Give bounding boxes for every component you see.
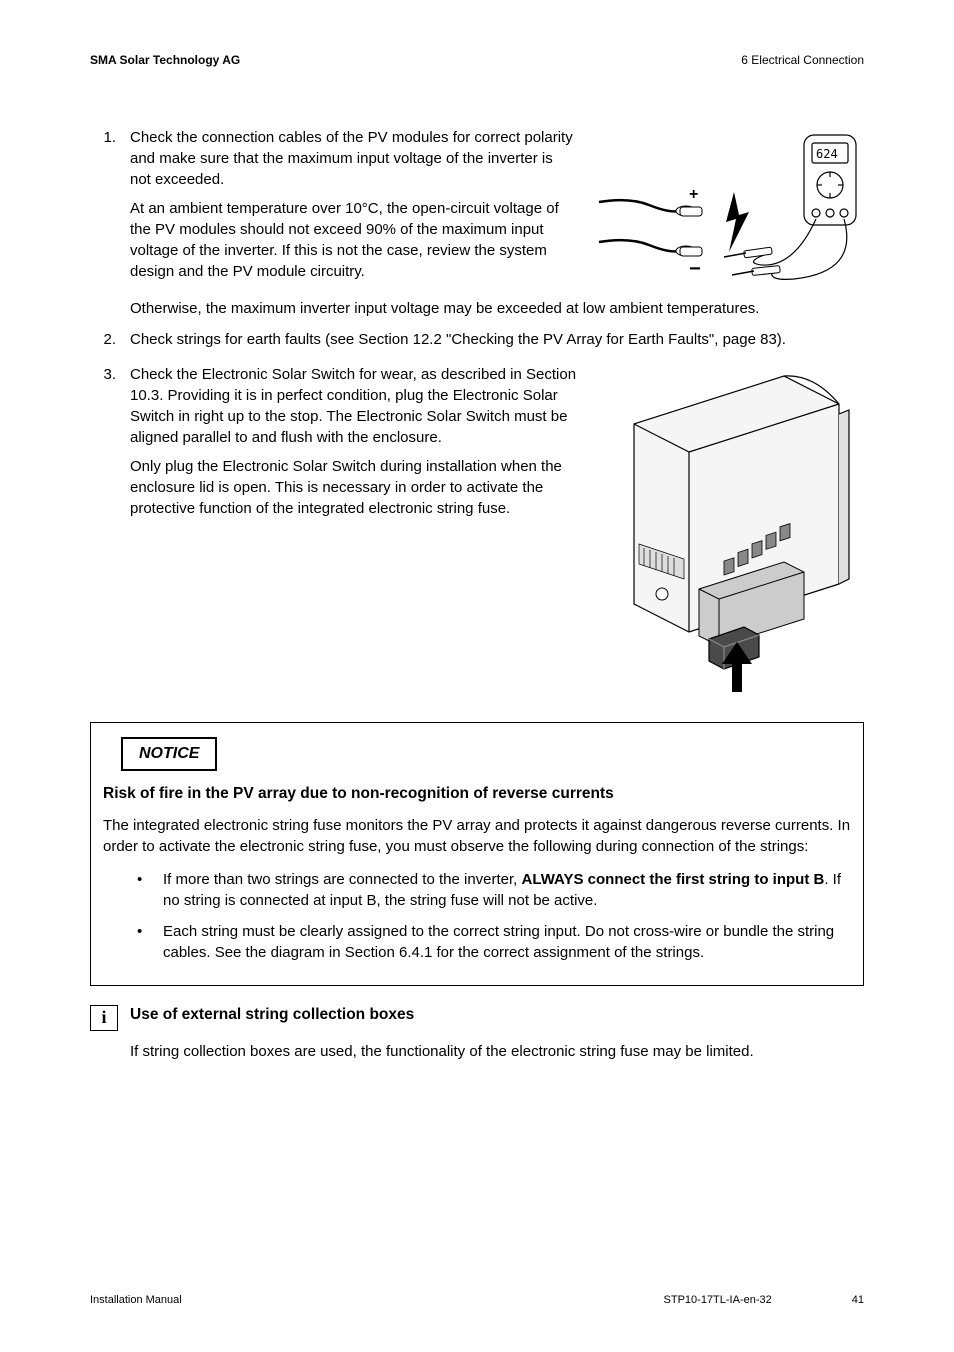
header-company: SMA Solar Technology AG <box>90 52 240 69</box>
step-3: 3. Check the Electronic Solar Switch for… <box>90 364 864 694</box>
info-title: Use of external string collection boxes <box>130 1004 414 1026</box>
footer-left: Installation Manual <box>90 1293 182 1308</box>
svg-text:−: − <box>689 258 701 280</box>
step-1-para-1: Check the connection cables of the PV mo… <box>130 127 576 190</box>
notice-title: Risk of fire in the PV array due to non-… <box>103 783 851 805</box>
notice-text: The integrated electronic string fuse mo… <box>103 815 851 857</box>
step-1: 1. Check the connection cables of the PV… <box>90 127 864 292</box>
page-footer: Installation Manual STP10-17TL-IA-en-32 … <box>90 1293 864 1308</box>
step-number: 3. <box>90 364 130 694</box>
info-icon: i <box>90 1005 118 1031</box>
notice-box: NOTICE Risk of fire in the PV array due … <box>90 722 864 986</box>
svg-text:+: + <box>689 186 698 203</box>
step-3-para-1: Check the Electronic Solar Switch for we… <box>130 364 586 448</box>
step-1-para-2: At an ambient temperature over 10°C, the… <box>130 198 576 282</box>
step-number: 1. <box>90 127 130 292</box>
notice-bullet-2: Each string must be clearly assigned to … <box>137 921 851 963</box>
notice-bullets: If more than two strings are connected t… <box>103 869 851 963</box>
step-2: 2. Check strings for earth faults (see S… <box>90 329 864 358</box>
info-text: If string collection boxes are used, the… <box>130 1041 864 1062</box>
info-section: i Use of external string collection boxe… <box>90 1004 864 1031</box>
footer-page: 41 <box>852 1293 864 1308</box>
step-number: 2. <box>90 329 130 358</box>
page-header: SMA Solar Technology AG 6 Electrical Con… <box>90 52 864 69</box>
footer-code: STP10-17TL-IA-en-32 <box>664 1293 772 1308</box>
step-3-para-2: Only plug the Electronic Solar Switch du… <box>130 456 586 519</box>
header-chapter: 6 Electrical Connection <box>741 52 864 69</box>
figure-multimeter: + − <box>594 127 864 292</box>
svg-text:624: 624 <box>816 147 838 161</box>
figure-inverter <box>604 364 864 694</box>
notice-label: NOTICE <box>121 737 217 771</box>
step-1-para-3: Otherwise, the maximum inverter input vo… <box>130 298 864 319</box>
notice-bullet-1: If more than two strings are connected t… <box>137 869 851 911</box>
step-2-para-1: Check strings for earth faults (see Sect… <box>130 329 864 350</box>
